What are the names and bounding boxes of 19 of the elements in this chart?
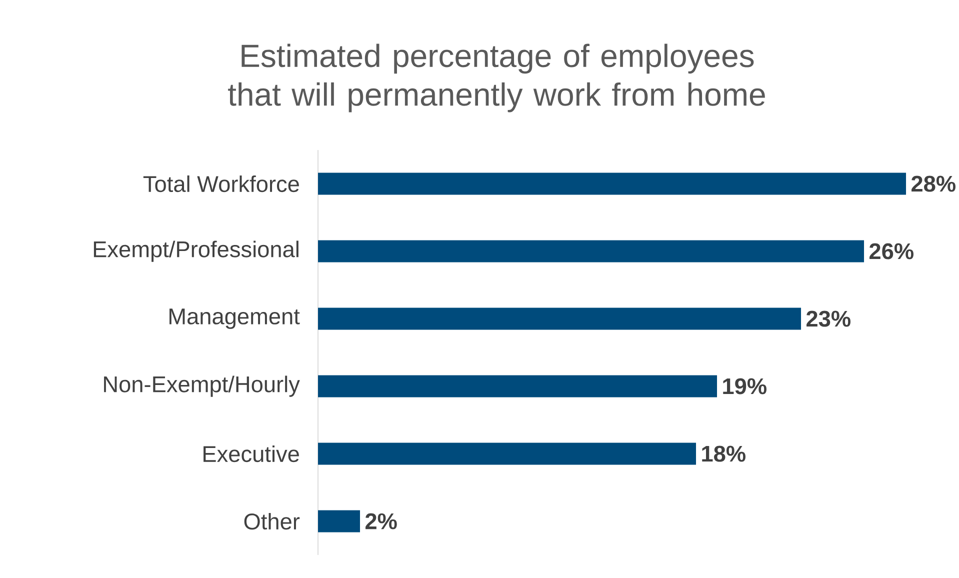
bar [318,375,718,398]
chart-title: Estimated percentage of employees that will permanently work from home [228,44,765,112]
y-tick-label: Non-Exempt/Hourly [104,376,300,397]
y-tick-label: Executive [204,445,299,462]
bar [318,172,906,195]
y-tick-label: Exempt/Professional [94,240,298,262]
bar [318,510,360,532]
data-label: 28% [912,176,956,192]
data-label: 19% [723,378,766,394]
y-tick-label: Other [244,512,300,530]
bar [318,442,696,465]
data-label: 2% [366,513,397,530]
bar [318,240,864,262]
bar [318,308,802,330]
y-tick-label: Total Workforce [143,175,299,192]
data-label: 26% [870,243,914,260]
y-tick-label: Management [170,308,300,329]
data-label: 23% [806,310,850,327]
data-label: 18% [702,446,746,462]
